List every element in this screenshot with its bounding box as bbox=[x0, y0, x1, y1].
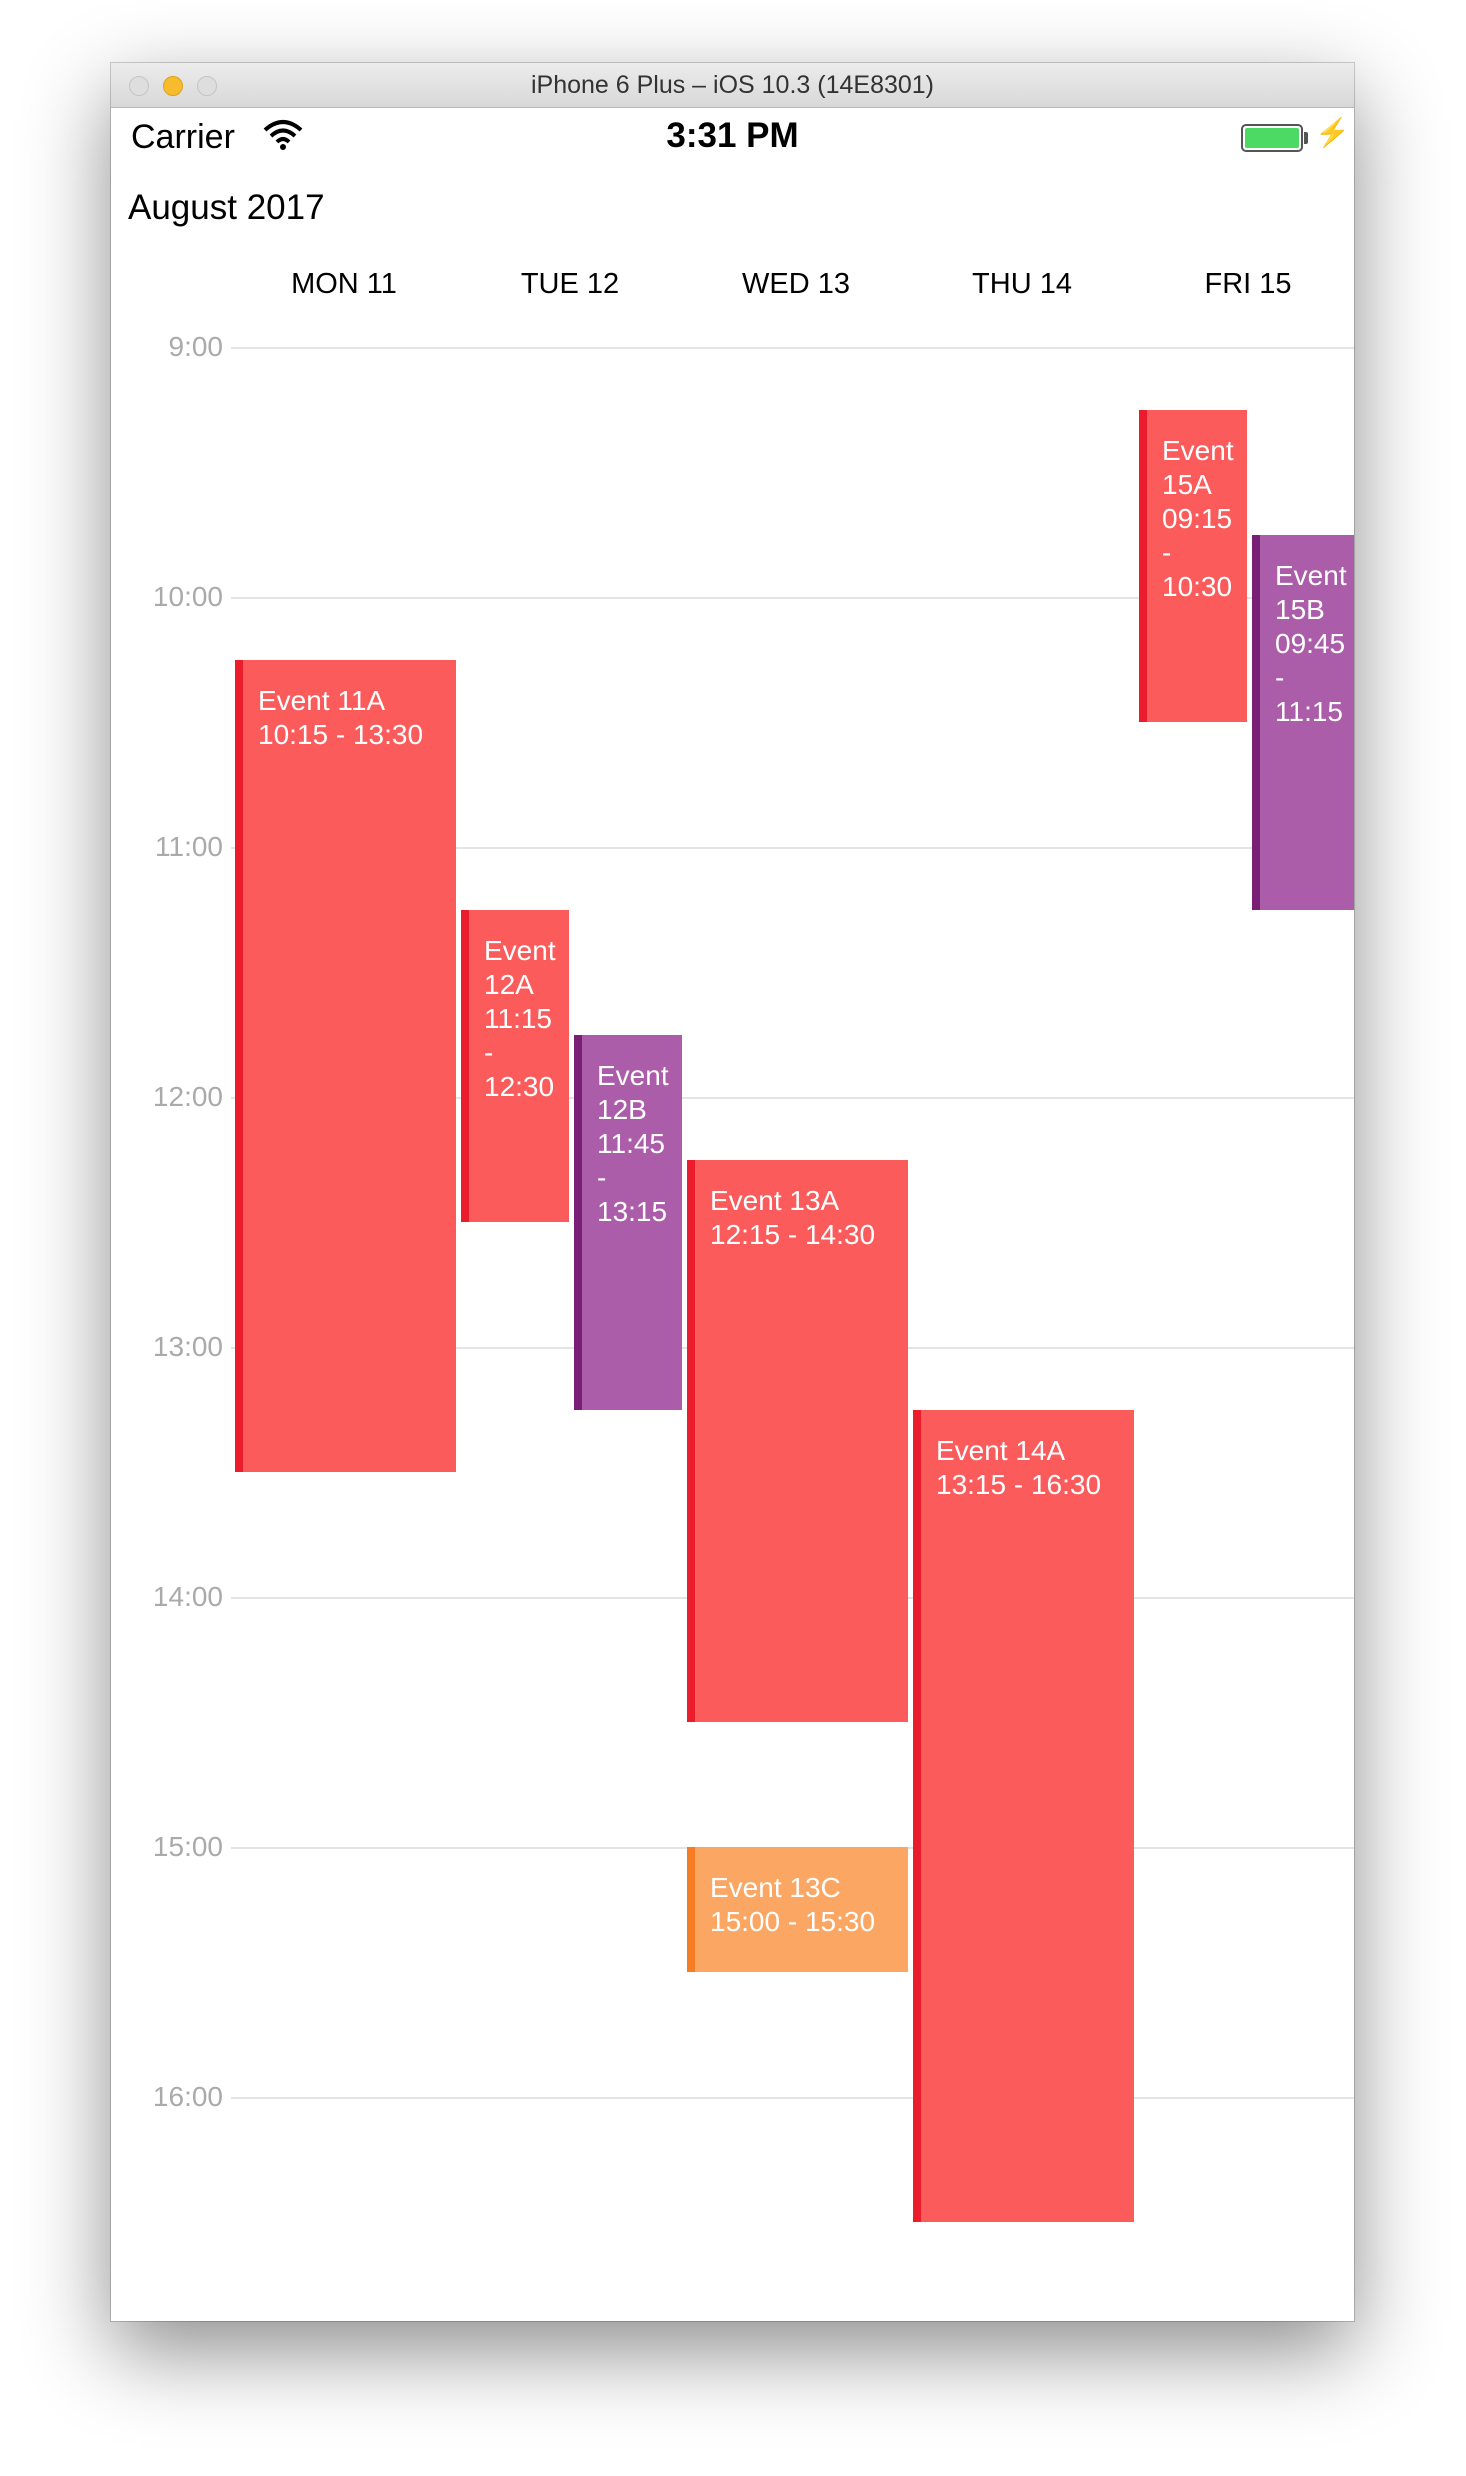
hour-line bbox=[231, 847, 1354, 849]
event-time: 13:15 - 16:30 bbox=[936, 1468, 1102, 1500]
event-time: 09:15 - 10:30 bbox=[1162, 502, 1233, 602]
minimize-window-button[interactable] bbox=[163, 76, 183, 96]
day-header-0: MON 11 bbox=[291, 268, 397, 300]
window-title: iPhone 6 Plus – iOS 10.3 (14E8301) bbox=[530, 71, 935, 99]
ios-status-bar: Carrier 3:31 PM ⚡ bbox=[111, 108, 1354, 164]
event-name: Event 12B bbox=[597, 1059, 669, 1125]
hour-label: 12:00 bbox=[152, 1081, 223, 1112]
hour-label: 15:00 bbox=[152, 1831, 223, 1862]
calendar-event[interactable]: Event 15B 09:45 - 11:15 bbox=[1252, 534, 1354, 910]
hour-line bbox=[231, 597, 1354, 599]
calendar-event[interactable]: Event 14A 13:15 - 16:30 bbox=[913, 1409, 1134, 2222]
hour-label: 13:00 bbox=[152, 1331, 223, 1362]
charging-bolt-icon: ⚡ bbox=[1315, 117, 1350, 148]
zoom-window-button[interactable] bbox=[197, 76, 217, 96]
event-time: 11:15 - 12:30 bbox=[484, 1002, 555, 1102]
event-name: Event 13A bbox=[710, 1184, 840, 1216]
day-header-2: WED 13 bbox=[742, 268, 850, 300]
event-name: Event 14A bbox=[936, 1434, 1066, 1466]
close-window-button[interactable] bbox=[129, 76, 149, 96]
day-header-4: FRI 15 bbox=[1204, 268, 1292, 300]
calendar-event[interactable]: Event 13C 15:00 - 15:30 bbox=[687, 1847, 908, 1972]
battery-icon bbox=[1241, 124, 1303, 152]
event-name: Event 15A bbox=[1162, 434, 1234, 500]
day-header-1: TUE 12 bbox=[520, 268, 620, 300]
hour-line bbox=[231, 347, 1354, 349]
wifi-icon bbox=[263, 120, 303, 150]
event-time: 10:15 - 13:30 bbox=[258, 718, 424, 750]
event-name: Event 15B bbox=[1275, 559, 1347, 625]
calendar-event[interactable]: Event 15A 09:15 - 10:30 bbox=[1139, 409, 1247, 722]
carrier-label: Carrier bbox=[131, 118, 235, 156]
calendar-event[interactable]: Event 13A 12:15 - 14:30 bbox=[687, 1159, 908, 1722]
hour-line bbox=[231, 2097, 1354, 2099]
hour-label: 9:00 bbox=[168, 331, 224, 362]
day-header-3: THU 14 bbox=[972, 268, 1072, 300]
event-time: 11:45 - 13:15 bbox=[597, 1127, 668, 1227]
battery-tip-icon bbox=[1304, 132, 1308, 144]
month-title: August 2017 bbox=[128, 188, 325, 227]
hour-label: 16:00 bbox=[152, 2081, 223, 2112]
event-time: 12:15 - 14:30 bbox=[710, 1218, 876, 1250]
simulator-window: iPhone 6 Plus – iOS 10.3 (14E8301) Carri… bbox=[111, 63, 1354, 2321]
event-name: Event 13C bbox=[710, 1872, 841, 1903]
window-titlebar: iPhone 6 Plus – iOS 10.3 (14E8301) bbox=[111, 63, 1354, 108]
hour-label: 10:00 bbox=[152, 581, 223, 612]
event-time: 15:00 - 15:30 bbox=[710, 1906, 876, 1937]
status-time: 3:31 PM bbox=[666, 116, 799, 155]
calendar-event[interactable]: Event 11A 10:15 - 13:30 bbox=[235, 659, 456, 1472]
event-name: Event 12A bbox=[484, 934, 556, 1000]
hour-line bbox=[231, 1097, 1354, 1099]
hour-label: 14:00 bbox=[152, 1581, 223, 1612]
event-name: Event 11A bbox=[258, 684, 386, 716]
calendar-event[interactable]: Event 12B 11:45 - 13:15 bbox=[574, 1034, 682, 1410]
event-time: 09:45 - 11:15 bbox=[1275, 627, 1346, 727]
calendar-event[interactable]: Event 12A 11:15 - 12:30 bbox=[461, 909, 569, 1222]
hour-label: 11:00 bbox=[155, 831, 223, 862]
